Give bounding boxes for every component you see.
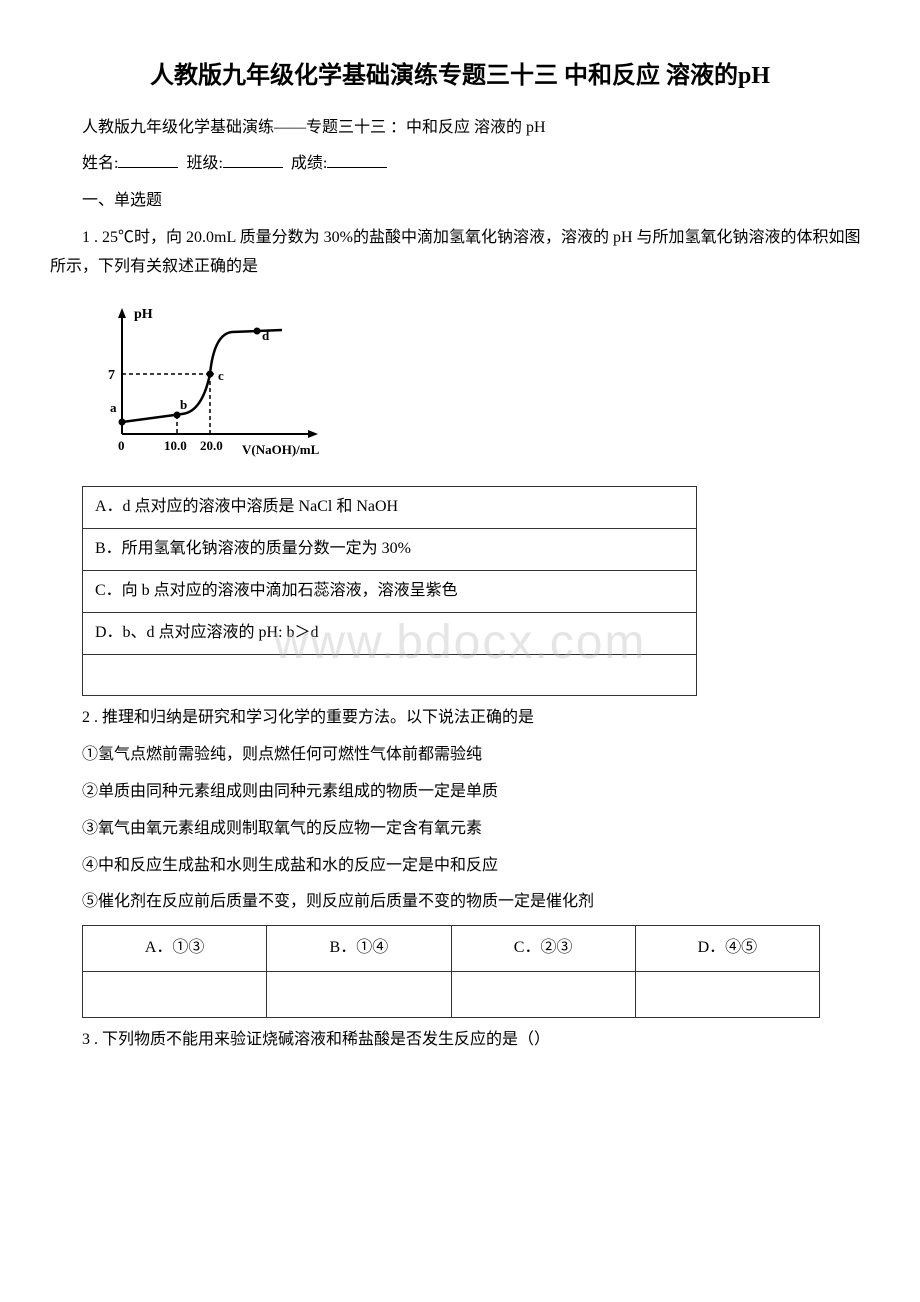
q1-option-b[interactable]: B．所用氢氧化钠溶液的质量分数一定为 30% (83, 529, 697, 571)
svg-text:0: 0 (118, 438, 125, 453)
subtitle: 人教版九年级化学基础演练——专题三十三 ：中和反应 溶液的 pH (50, 114, 870, 143)
q1-option-c[interactable]: C．向 b 点对应的溶液中滴加石蕊溶液，溶液呈紫色 (83, 570, 697, 612)
section-heading: 一、单选题 (50, 187, 870, 216)
q2-line-3: ③氧气由氧元素组成则制取氧气的反应物一定含有氧元素 (50, 815, 870, 844)
svg-text:20.0: 20.0 (200, 438, 223, 453)
graph-y-tick-7: 7 (108, 368, 115, 383)
q2-empty-a (83, 971, 267, 1017)
q3-stem: 3 . 下列物质不能用来验证烧碱溶液和稀盐酸是否发生反应的是（） (50, 1026, 870, 1055)
q2-line-1: ①氢气点燃前需验纯，则点燃任何可燃性气体前都需验纯 (50, 741, 870, 770)
score-label: 成绩: (291, 155, 327, 172)
graph-y-label: pH (134, 307, 153, 322)
svg-text:b: b (180, 397, 187, 412)
q2-empty-b (267, 971, 451, 1017)
q1-option-empty (83, 654, 697, 696)
student-info-row: 姓名: 班级: 成绩: (50, 150, 870, 179)
q1-options-table: A．d 点对应的溶液中溶质是 NaCl 和 NaOH B．所用氢氧化钠溶液的质量… (82, 486, 697, 696)
q2-stem: 2 . 推理和归纳是研究和学习化学的重要方法。以下说法正确的是 (50, 704, 870, 733)
q1-option-d[interactable]: D．b、d 点对应溶液的 pH: b＞d (83, 612, 697, 654)
svg-text:c: c (218, 368, 224, 383)
svg-text:V(NaOH)/mL: V(NaOH)/mL (242, 442, 320, 457)
score-blank[interactable] (327, 152, 387, 168)
page-title: 人教版九年级化学基础演练专题三十三 中和反应 溶液的pH (50, 60, 870, 94)
q2-empty-c (451, 971, 635, 1017)
q1-option-a[interactable]: A．d 点对应的溶液中溶质是 NaCl 和 NaOH (83, 487, 697, 529)
svg-text:d: d (262, 328, 270, 343)
name-blank[interactable] (118, 152, 178, 168)
q2-line-4: ④中和反应生成盐和水则生成盐和水的反应一定是中和反应 (50, 852, 870, 881)
q2-option-a[interactable]: A．①③ (83, 926, 267, 972)
q2-option-d[interactable]: D．④⑤ (635, 926, 819, 972)
svg-text:a: a (110, 400, 117, 415)
q2-option-b[interactable]: B．①④ (267, 926, 451, 972)
class-label: 班级: (186, 155, 222, 172)
svg-text:10.0: 10.0 (164, 438, 187, 453)
q2-line-5: ⑤催化剂在反应前后质量不变，则反应前后质量不变的物质一定是催化剂 (50, 888, 870, 917)
q1-stem: 1 . 25℃时，向 20.0mL 质量分数为 30%的盐酸中滴加氢氧化钠溶液，… (50, 224, 870, 282)
q2-empty-d (635, 971, 819, 1017)
q1-graph: pH 7 a b c d 0 10.0 20.0 V(NaOH)/mL (82, 294, 870, 475)
class-blank[interactable] (223, 152, 283, 168)
q2-line-2: ②单质由同种元素组成则由同种元素组成的物质一定是单质 (50, 778, 870, 807)
name-label: 姓名: (82, 155, 118, 172)
q2-option-c[interactable]: C．②③ (451, 926, 635, 972)
q2-options-table: A．①③ B．①④ C．②③ D．④⑤ (82, 925, 820, 1018)
